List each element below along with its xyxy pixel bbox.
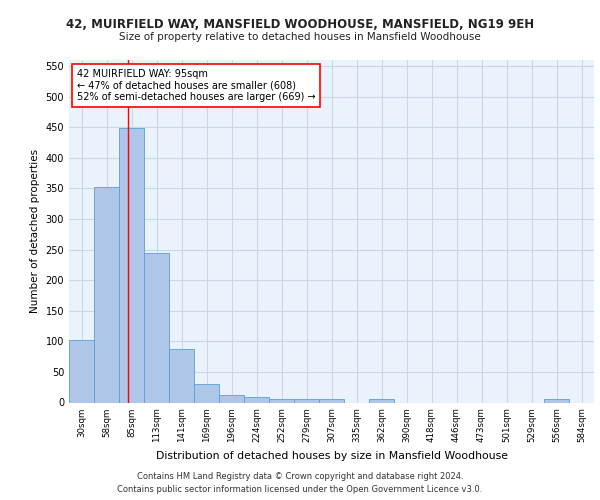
Bar xyxy=(119,128,144,402)
Bar xyxy=(244,397,269,402)
Text: Size of property relative to detached houses in Mansfield Woodhouse: Size of property relative to detached ho… xyxy=(119,32,481,42)
Bar xyxy=(69,340,94,402)
X-axis label: Distribution of detached houses by size in Mansfield Woodhouse: Distribution of detached houses by size … xyxy=(155,450,508,460)
Y-axis label: Number of detached properties: Number of detached properties xyxy=(30,149,40,314)
Bar xyxy=(194,384,219,402)
Bar xyxy=(169,350,194,403)
Bar xyxy=(294,400,319,402)
Text: Contains HM Land Registry data © Crown copyright and database right 2024.
Contai: Contains HM Land Registry data © Crown c… xyxy=(118,472,482,494)
Bar xyxy=(269,400,294,402)
Text: 42, MUIRFIELD WAY, MANSFIELD WOODHOUSE, MANSFIELD, NG19 9EH: 42, MUIRFIELD WAY, MANSFIELD WOODHOUSE, … xyxy=(66,18,534,30)
Bar xyxy=(544,400,569,402)
Bar xyxy=(369,400,394,402)
Bar xyxy=(94,186,119,402)
Text: 42 MUIRFIELD WAY: 95sqm
← 47% of detached houses are smaller (608)
52% of semi-d: 42 MUIRFIELD WAY: 95sqm ← 47% of detache… xyxy=(77,68,316,102)
Bar xyxy=(219,394,244,402)
Bar xyxy=(144,252,169,402)
Bar xyxy=(319,400,344,402)
